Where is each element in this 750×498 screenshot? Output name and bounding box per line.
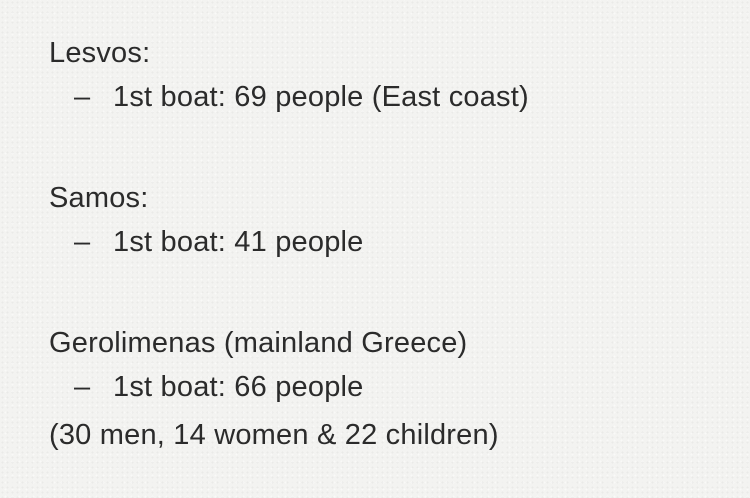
- list-item: – 1st boat: 66 people: [49, 363, 729, 411]
- spacer: [49, 266, 729, 324]
- list-item: – 1st boat: 69 people (East coast): [49, 73, 729, 121]
- dash-bullet: –: [74, 371, 91, 403]
- section-lesvos: Lesvos: – 1st boat: 69 people (East coas…: [49, 34, 729, 121]
- section-heading: Lesvos:: [49, 37, 151, 69]
- list-item-text: 1st boat: 66 people: [113, 371, 364, 403]
- dash-bullet: –: [74, 81, 91, 113]
- note-body: Lesvos: – 1st boat: 69 people (East coas…: [49, 34, 729, 459]
- dash-bullet: –: [74, 226, 91, 258]
- section-gerolimenas: Gerolimenas (mainland Greece) – 1st boat…: [49, 324, 729, 459]
- list-item-text: 1st boat: 69 people (East coast): [113, 81, 529, 113]
- breakdown-text: (30 men, 14 women & 22 children): [49, 419, 499, 451]
- spacer: [49, 121, 729, 179]
- list-item-text: 1st boat: 41 people: [113, 226, 364, 258]
- section-heading: Gerolimenas (mainland Greece): [49, 327, 468, 359]
- section-heading: Samos:: [49, 182, 149, 214]
- list-item: – 1st boat: 41 people: [49, 218, 729, 266]
- section-samos: Samos: – 1st boat: 41 people: [49, 179, 729, 266]
